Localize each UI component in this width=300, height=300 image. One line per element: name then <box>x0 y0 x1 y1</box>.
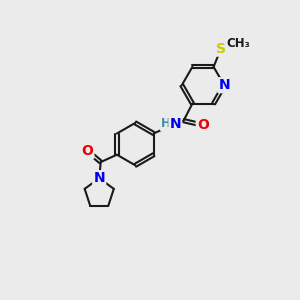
Text: H: H <box>161 117 171 130</box>
Text: O: O <box>197 118 208 132</box>
Text: N: N <box>169 117 181 130</box>
Text: N: N <box>93 171 105 185</box>
Text: N: N <box>218 78 230 92</box>
Text: N: N <box>93 171 105 185</box>
Text: O: O <box>82 144 93 158</box>
Text: S: S <box>216 42 226 56</box>
Text: CH₃: CH₃ <box>227 37 250 50</box>
